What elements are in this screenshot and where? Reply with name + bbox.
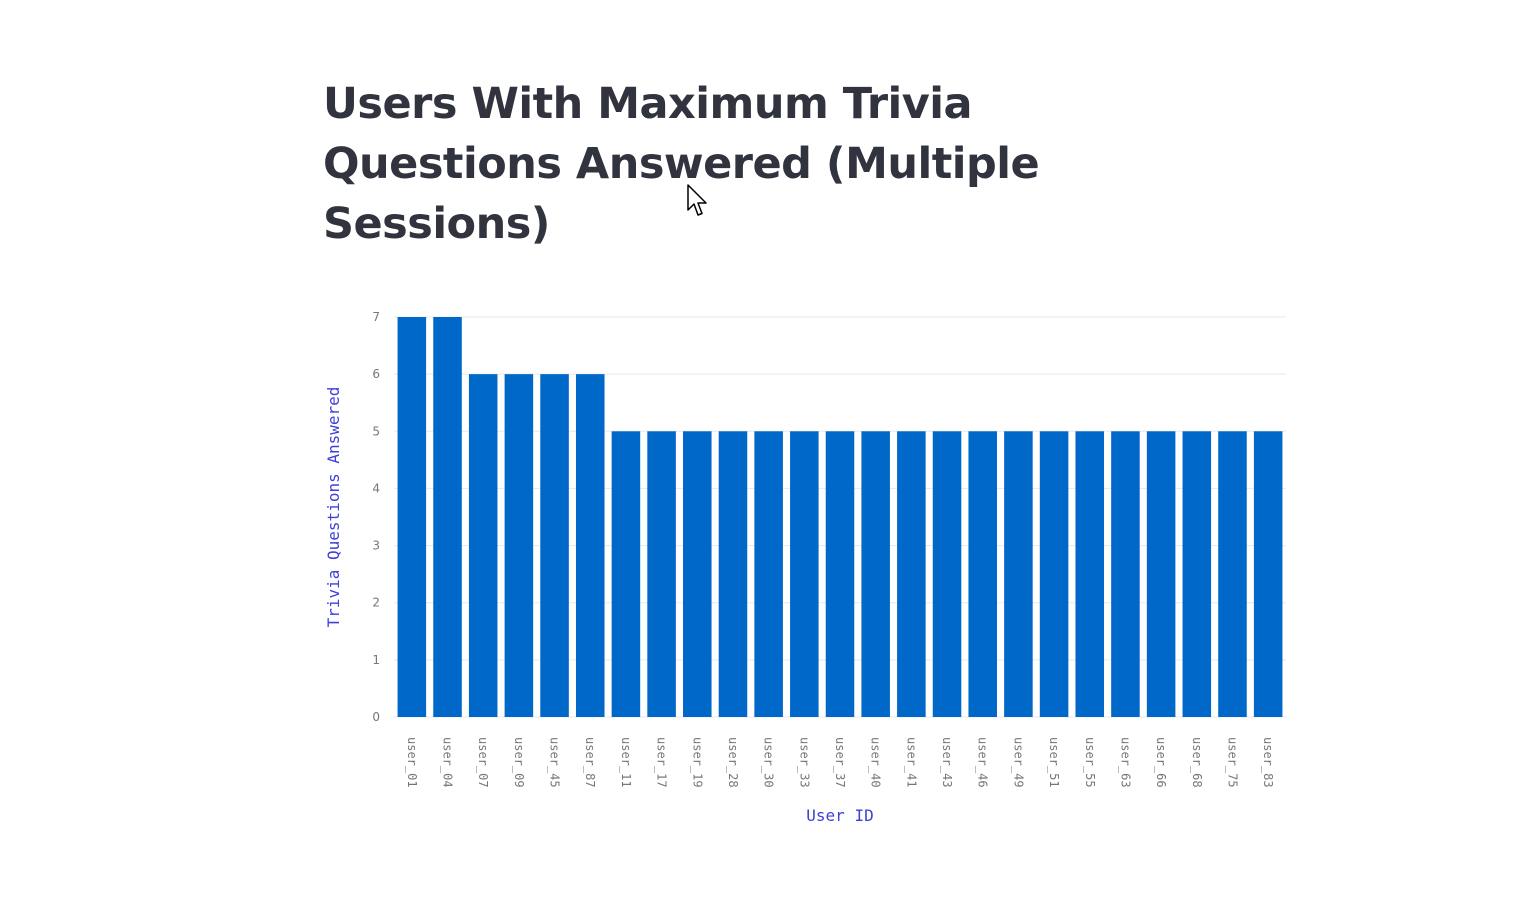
y-tick-label: 5 <box>372 424 380 438</box>
bar-user_55[interactable] <box>1075 431 1105 717</box>
bar-user_43[interactable] <box>932 431 962 717</box>
y-tick-label: 4 <box>372 481 380 495</box>
bar-user_87[interactable] <box>575 374 605 717</box>
x-tick-label: user_09 <box>512 737 526 788</box>
bar-user_07[interactable] <box>468 374 498 717</box>
bar-user_46[interactable] <box>968 431 997 717</box>
bars <box>397 317 1283 717</box>
x-tick-label: user_55 <box>1083 737 1097 788</box>
y-axis-title: Trivia Questions Answered <box>324 387 343 628</box>
bar-user_17[interactable] <box>647 431 676 717</box>
y-tick-label: 6 <box>372 367 380 381</box>
x-tick-label: user_46 <box>976 737 990 788</box>
bar-user_33[interactable] <box>790 431 819 717</box>
bar-user_75[interactable] <box>1218 431 1247 717</box>
x-tick-label: user_28 <box>726 737 740 788</box>
y-tick-labels: 0 1 2 3 4 5 6 7 <box>372 310 380 724</box>
y-tick-label: 2 <box>372 596 380 610</box>
x-axis-title: User ID <box>806 806 873 825</box>
bar-user_11[interactable] <box>611 431 641 717</box>
x-tick-labels: user_01 user_04 user_07 user_09 user_45 user_… <box>405 737 1275 788</box>
x-tick-label: user_68 <box>1190 737 1204 788</box>
y-tick-label: 7 <box>372 310 380 324</box>
bar-user_04[interactable] <box>433 317 462 717</box>
x-tick-label: user_49 <box>1011 737 1025 788</box>
bar-user_40[interactable] <box>861 431 890 717</box>
x-tick-label: user_30 <box>762 737 776 788</box>
y-tick-label: 3 <box>372 539 380 553</box>
x-tick-label: user_37 <box>833 737 847 788</box>
bar-user_19[interactable] <box>683 431 712 717</box>
bar-user_66[interactable] <box>1146 431 1176 717</box>
bar-user_41[interactable] <box>897 431 926 717</box>
bar-user_37[interactable] <box>825 431 855 717</box>
x-tick-label: user_66 <box>1154 737 1168 788</box>
x-tick-label: user_04 <box>441 737 455 788</box>
bar-user_28[interactable] <box>718 431 748 717</box>
x-tick-label: user_19 <box>690 737 704 788</box>
bar-user_68[interactable] <box>1182 431 1212 717</box>
y-tick-label: 0 <box>372 710 380 724</box>
x-tick-label: user_83 <box>1261 737 1275 788</box>
x-tick-label: user_17 <box>655 737 669 788</box>
bar-user_45[interactable] <box>540 374 569 717</box>
bar-user_63[interactable] <box>1111 431 1140 717</box>
x-tick-label: user_87 <box>583 737 597 788</box>
x-tick-label: user_63 <box>1118 737 1132 788</box>
x-tick-label: user_41 <box>904 737 918 788</box>
x-tick-label: user_01 <box>405 737 419 788</box>
bar-user_51[interactable] <box>1039 431 1069 717</box>
x-tick-label: user_75 <box>1225 737 1239 788</box>
bar-user_01[interactable] <box>397 317 427 717</box>
x-tick-label: user_11 <box>619 737 633 788</box>
x-tick-label: user_07 <box>476 737 490 788</box>
mouse-cursor-icon <box>687 184 707 216</box>
bar-user_30[interactable] <box>754 431 783 717</box>
bar-user_83[interactable] <box>1253 431 1283 717</box>
bar-user_49[interactable] <box>1004 431 1033 717</box>
page-title: Users With Maximum Trivia Questions Answ… <box>323 79 1040 249</box>
y-tick-label: 1 <box>372 653 380 667</box>
x-tick-label: user_40 <box>869 737 883 788</box>
x-tick-label: user_33 <box>797 737 811 788</box>
x-tick-label: user_45 <box>548 737 562 788</box>
x-tick-label: user_43 <box>940 737 954 788</box>
bar-user_09[interactable] <box>504 374 534 717</box>
x-tick-label: user_51 <box>1047 737 1061 788</box>
